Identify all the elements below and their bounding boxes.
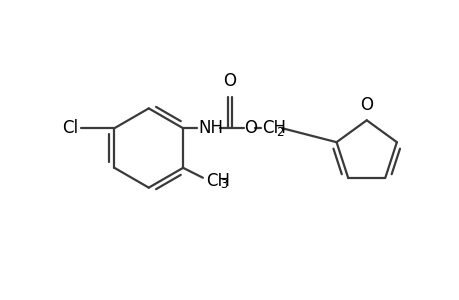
- Text: Cl: Cl: [62, 119, 78, 137]
- Text: 3: 3: [219, 178, 227, 191]
- Text: O: O: [359, 96, 372, 114]
- Text: NH: NH: [197, 119, 223, 137]
- Text: CH: CH: [262, 119, 285, 137]
- Text: O: O: [223, 72, 235, 90]
- Text: 2: 2: [275, 126, 283, 139]
- Text: CH: CH: [206, 172, 230, 190]
- Text: O: O: [244, 119, 257, 137]
